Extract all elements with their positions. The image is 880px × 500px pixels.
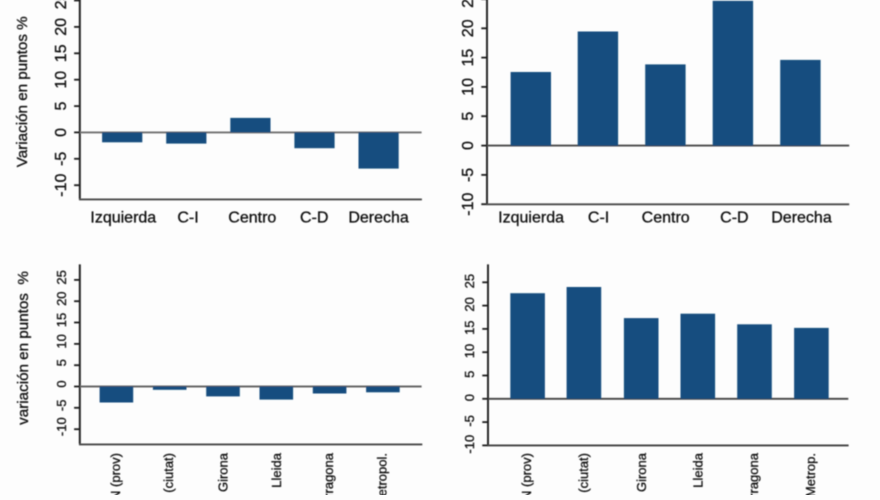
svg-text:-5: -5 <box>462 415 477 427</box>
svg-text:25: 25 <box>54 270 69 284</box>
svg-text:25: 25 <box>53 0 70 9</box>
svg-text:variación en puntos %: variación en puntos % <box>15 271 32 425</box>
svg-text:C-D: C-D <box>720 210 748 227</box>
svg-text:-10: -10 <box>53 174 70 197</box>
svg-text:Variación en puntos %: Variación en puntos % <box>14 16 31 167</box>
svg-text:Tarragona: Tarragona <box>321 452 336 495</box>
svg-text:5: 5 <box>462 371 477 378</box>
svg-text:Izquierda: Izquierda <box>90 210 156 227</box>
svg-text:Lleida: Lleida <box>269 452 284 487</box>
svg-text:15: 15 <box>462 320 477 334</box>
svg-text:25: 25 <box>460 0 477 8</box>
svg-text:0: 0 <box>460 141 477 150</box>
svg-text:5: 5 <box>53 102 70 111</box>
svg-text:10: 10 <box>53 71 70 89</box>
svg-text:Centro: Centro <box>642 210 690 227</box>
svg-text:Lleida: Lleida <box>691 452 706 487</box>
svg-text:-5: -5 <box>460 168 477 182</box>
svg-text:C-D: C-D <box>300 210 328 227</box>
svg-text:0: 0 <box>462 394 477 401</box>
svg-text:Derecha: Derecha <box>771 210 832 227</box>
svg-text:20: 20 <box>53 18 70 36</box>
svg-text:Metrop.: Metrop. <box>803 453 818 495</box>
svg-text:Tarragona: Tarragona <box>746 452 761 495</box>
svg-text:-10: -10 <box>462 435 477 454</box>
svg-text:Izquierda: Izquierda <box>498 210 564 227</box>
svg-text:20: 20 <box>460 19 477 37</box>
svg-text:-10: -10 <box>54 417 69 436</box>
svg-text:0: 0 <box>54 380 69 387</box>
svg-text:0: 0 <box>53 128 70 137</box>
svg-text:Metropol.: Metropol. <box>374 453 389 495</box>
svg-text:5: 5 <box>54 359 69 366</box>
svg-text:Girona: Girona <box>216 452 231 492</box>
svg-text:5: 5 <box>460 112 477 121</box>
svg-text:BCN (prov): BCN (prov) <box>108 453 123 495</box>
svg-text:20: 20 <box>54 291 69 305</box>
svg-text:Girona: Girona <box>634 452 649 492</box>
svg-text:10: 10 <box>462 344 477 358</box>
svg-text:25: 25 <box>462 274 477 288</box>
svg-text:BCN (prov): BCN (prov) <box>519 453 534 495</box>
svg-text:20: 20 <box>462 297 477 311</box>
svg-text:C-I: C-I <box>177 210 198 227</box>
svg-text:-10: -10 <box>460 193 477 216</box>
svg-text:15: 15 <box>53 44 70 62</box>
svg-text:C-I: C-I <box>588 210 609 227</box>
svg-text:-5: -5 <box>53 152 70 166</box>
svg-text:10: 10 <box>54 334 69 348</box>
svg-text:Centro: Centro <box>228 210 276 227</box>
svg-text:10: 10 <box>460 78 477 96</box>
svg-text:-5: -5 <box>54 400 69 412</box>
svg-text:15: 15 <box>54 313 69 327</box>
svg-text:BCN (ciutat): BCN (ciutat) <box>161 453 176 495</box>
svg-text:Derecha: Derecha <box>348 210 409 227</box>
svg-text:15: 15 <box>460 49 477 67</box>
svg-text:BCN (ciutat): BCN (ciutat) <box>576 453 591 495</box>
